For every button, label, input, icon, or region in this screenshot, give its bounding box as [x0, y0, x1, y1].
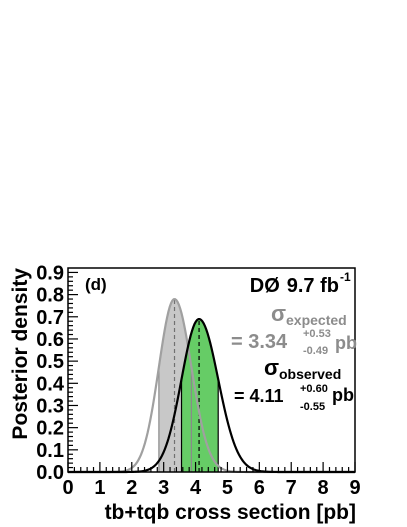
observed-unit: pb [332, 385, 354, 405]
x-tick-label: 6 [254, 477, 265, 499]
y-tick-label: 0.7 [36, 307, 64, 329]
expected-unit: pb [335, 333, 357, 353]
expected-sigma: σ [271, 301, 286, 326]
y-tick-label: 0.4 [36, 373, 65, 395]
observed-minus-error: -0.55 [300, 401, 325, 413]
y-axis-label: Posterior density [9, 268, 32, 440]
expected-plus-error: +0.53 [303, 328, 331, 340]
x-tick-label: 1 [94, 477, 105, 499]
y-axis-ticks [68, 271, 78, 473]
x-tick-label: 7 [286, 477, 297, 499]
x-tick-label: 8 [318, 477, 329, 499]
y-tick-label: 0.2 [36, 418, 64, 440]
y-tick-label: 0.3 [36, 395, 64, 417]
expected-annotation: σ expected = 3.34 +0.53 -0.49 pb [231, 301, 357, 357]
y-tick-label: 0.6 [36, 329, 64, 351]
x-tick-label: 2 [126, 477, 137, 499]
experiment-name: DØ [250, 275, 280, 297]
luminosity-value: 9.7 fb [287, 275, 339, 297]
y-tick-label: 0.5 [36, 351, 64, 373]
observed-value: = 4.11 [234, 386, 284, 406]
expected-value: = 3.34 [231, 331, 288, 353]
interval-edges [158, 367, 219, 472]
expected-minus-error: -0.49 [303, 345, 328, 357]
experiment-label: DØ 9.7 fb [250, 275, 339, 297]
x-tick-label: 4 [190, 477, 202, 499]
y-tick-label: 0.8 [36, 285, 64, 307]
y-tick-label: 0.0 [36, 462, 64, 484]
y-axis-tick-labels: 0.00.10.20.30.40.50.60.70.80.9 [36, 262, 65, 484]
observed-plus-error: +0.60 [300, 383, 328, 395]
x-tick-label: 0 [62, 477, 73, 499]
observed-annotation: σ observed = 4.11 +0.60 -0.55 pb [234, 355, 354, 413]
observed-sigma: σ [264, 355, 279, 380]
y-tick-label: 0.1 [36, 440, 64, 462]
x-axis-label: tb+tqb cross section [pb] [105, 501, 356, 524]
x-tick-label: 9 [349, 477, 360, 499]
observed-subscript: observed [279, 366, 341, 382]
luminosity-exponent: -1 [340, 270, 351, 284]
x-tick-label: 5 [222, 477, 233, 499]
y-tick-label: 0.9 [36, 262, 64, 284]
x-tick-label: 3 [158, 477, 169, 499]
expected-subscript: expected [286, 312, 347, 328]
panel-label: (d) [85, 275, 107, 294]
